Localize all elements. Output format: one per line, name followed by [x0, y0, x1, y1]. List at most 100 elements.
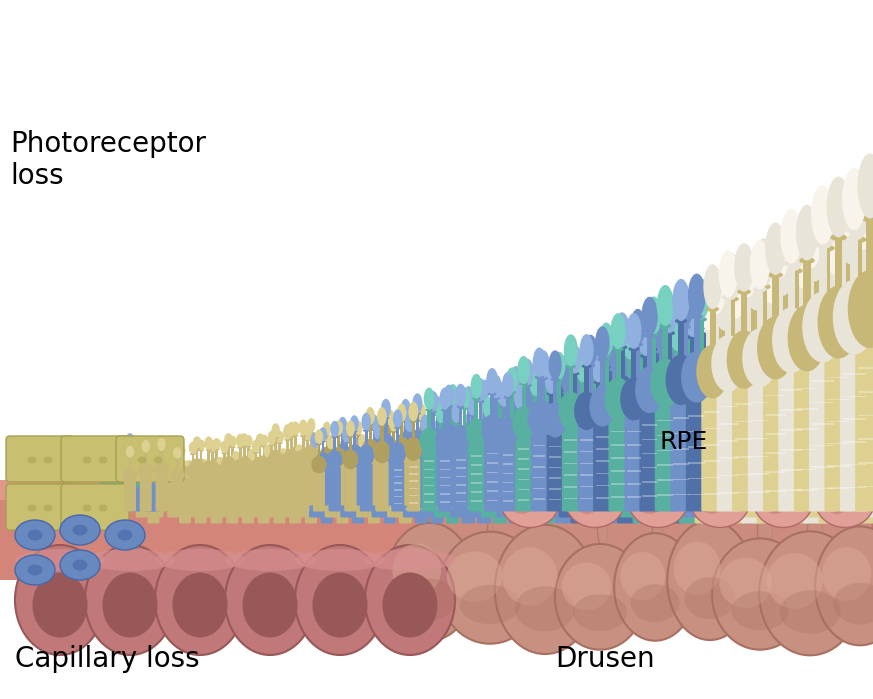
Ellipse shape: [576, 352, 589, 382]
Bar: [436, 500, 445, 502]
Ellipse shape: [401, 424, 410, 442]
Ellipse shape: [401, 399, 410, 417]
Bar: [600, 360, 605, 388]
Bar: [503, 500, 513, 502]
Bar: [762, 447, 780, 448]
Ellipse shape: [416, 447, 434, 470]
Bar: [812, 488, 834, 489]
Ellipse shape: [354, 461, 369, 479]
Ellipse shape: [312, 456, 327, 473]
Ellipse shape: [359, 447, 365, 450]
Ellipse shape: [766, 553, 822, 609]
Ellipse shape: [327, 448, 333, 450]
Bar: [840, 433, 861, 435]
FancyBboxPatch shape: [757, 412, 779, 524]
Bar: [389, 474, 398, 476]
Bar: [452, 485, 461, 487]
Ellipse shape: [835, 206, 857, 259]
Bar: [670, 502, 684, 503]
Ellipse shape: [848, 270, 873, 348]
FancyBboxPatch shape: [258, 492, 270, 524]
Ellipse shape: [307, 418, 315, 433]
FancyBboxPatch shape: [617, 415, 635, 500]
Bar: [762, 412, 780, 414]
FancyBboxPatch shape: [639, 410, 660, 512]
Bar: [824, 437, 845, 438]
Bar: [784, 291, 791, 334]
Bar: [514, 472, 525, 473]
Bar: [608, 395, 612, 419]
Ellipse shape: [388, 412, 398, 431]
Ellipse shape: [272, 453, 287, 468]
Ellipse shape: [674, 542, 721, 596]
FancyBboxPatch shape: [418, 468, 432, 517]
Bar: [704, 477, 721, 478]
FancyArrow shape: [632, 444, 634, 472]
Ellipse shape: [206, 449, 212, 451]
Ellipse shape: [244, 470, 259, 485]
Bar: [0, 480, 873, 500]
Ellipse shape: [159, 449, 164, 452]
Ellipse shape: [280, 452, 295, 471]
FancyBboxPatch shape: [183, 489, 195, 517]
Ellipse shape: [527, 415, 535, 419]
Ellipse shape: [464, 432, 472, 435]
Bar: [381, 426, 383, 442]
Ellipse shape: [773, 275, 787, 282]
FancyBboxPatch shape: [856, 343, 873, 512]
Ellipse shape: [379, 424, 385, 427]
Ellipse shape: [498, 417, 519, 447]
Ellipse shape: [83, 456, 92, 463]
Bar: [576, 505, 588, 506]
Bar: [119, 461, 121, 469]
Bar: [734, 438, 753, 440]
Ellipse shape: [583, 416, 606, 451]
Ellipse shape: [214, 448, 220, 450]
Bar: [718, 346, 723, 380]
Bar: [794, 405, 813, 406]
Ellipse shape: [416, 426, 426, 444]
Bar: [794, 497, 813, 498]
Bar: [581, 463, 593, 464]
Ellipse shape: [371, 458, 377, 460]
FancyBboxPatch shape: [306, 459, 317, 500]
Ellipse shape: [769, 228, 790, 278]
Bar: [654, 489, 669, 490]
Bar: [595, 497, 609, 498]
Bar: [231, 447, 234, 456]
Bar: [628, 359, 632, 389]
Ellipse shape: [712, 307, 729, 346]
Bar: [341, 431, 344, 444]
Ellipse shape: [592, 352, 605, 382]
Ellipse shape: [355, 450, 361, 453]
Bar: [623, 354, 629, 381]
Ellipse shape: [660, 367, 687, 410]
Ellipse shape: [581, 364, 592, 368]
Ellipse shape: [732, 333, 765, 389]
Ellipse shape: [687, 335, 698, 340]
Ellipse shape: [292, 421, 299, 435]
Ellipse shape: [798, 320, 832, 377]
Bar: [239, 447, 242, 459]
Ellipse shape: [483, 397, 493, 419]
Bar: [855, 493, 873, 495]
Bar: [670, 339, 676, 369]
Bar: [766, 490, 786, 491]
Ellipse shape: [392, 544, 441, 596]
Ellipse shape: [450, 441, 456, 444]
Bar: [685, 428, 701, 430]
Ellipse shape: [429, 454, 445, 476]
Ellipse shape: [579, 390, 602, 427]
Bar: [689, 493, 705, 495]
Ellipse shape: [351, 430, 358, 433]
Bar: [800, 288, 807, 331]
FancyBboxPatch shape: [555, 431, 571, 500]
Ellipse shape: [728, 311, 744, 350]
FancyBboxPatch shape: [763, 375, 788, 512]
Bar: [452, 507, 461, 510]
Bar: [839, 240, 846, 290]
FancyBboxPatch shape: [140, 476, 152, 512]
Ellipse shape: [471, 374, 482, 398]
FancyBboxPatch shape: [794, 367, 821, 512]
Bar: [405, 488, 414, 489]
